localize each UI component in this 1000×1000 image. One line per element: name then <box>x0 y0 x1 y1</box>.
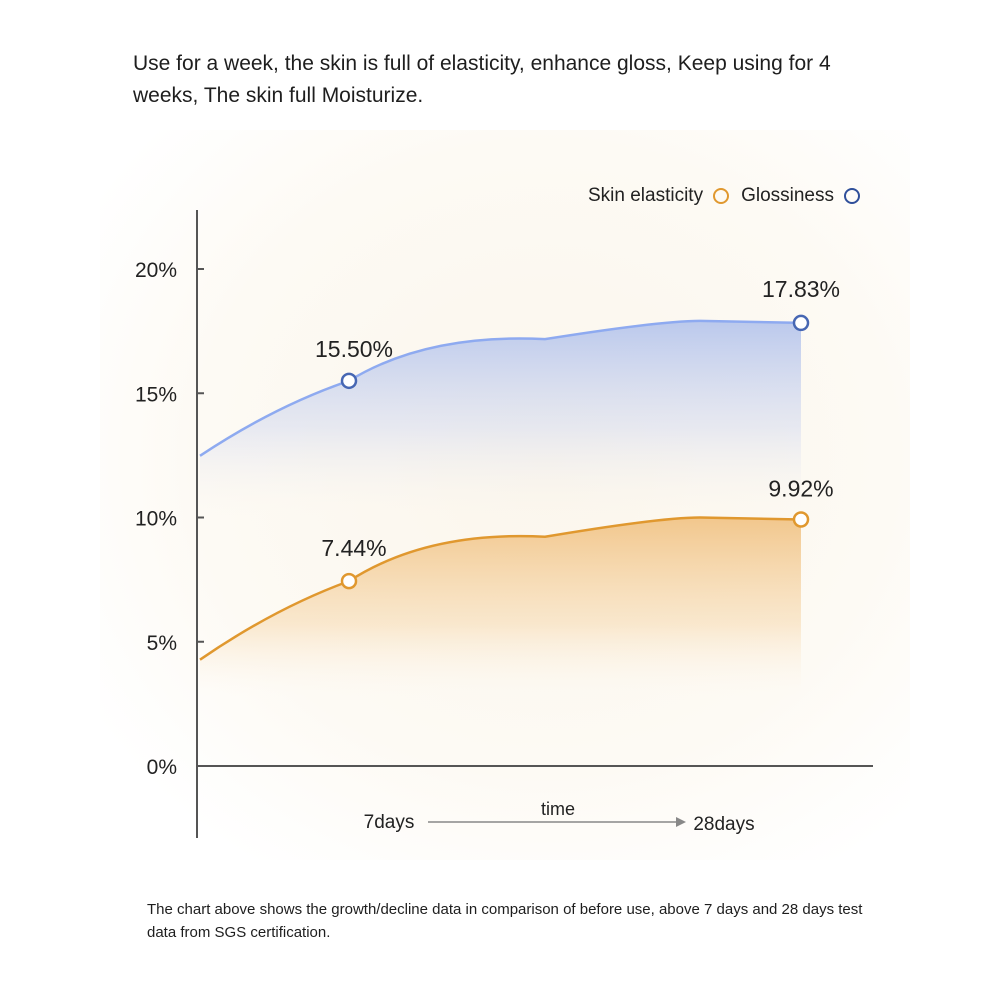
footnote-text: The chart above shows the growth/decline… <box>147 901 863 941</box>
area-glossiness <box>200 320 801 516</box>
data-label-glossiness-7days: 15.50% <box>315 336 393 362</box>
chart-legend: Skin elasticity Glossiness <box>588 185 860 207</box>
line-elasticity <box>199 516 802 661</box>
legend-marker-glossiness <box>844 188 860 204</box>
x-category-label-7days: 7days <box>364 812 415 833</box>
y-tick-label-20: 20% <box>135 259 177 282</box>
legend-marker-elasticity <box>713 188 730 204</box>
point-elasticity-7days <box>340 572 358 590</box>
point-glossiness-7days <box>340 372 358 390</box>
data-label-elasticity-7days: 7.44% <box>321 535 386 561</box>
x-axis-title: time <box>541 799 575 819</box>
data-label-glossiness-28days: 17.83% <box>762 276 840 302</box>
headline-text: Use for a week, the skin is full of elas… <box>133 52 831 107</box>
data-label-elasticity-28days: 9.92% <box>768 475 833 501</box>
point-glossiness-28days <box>792 314 810 332</box>
x-category-label-28days: 28days <box>693 814 754 835</box>
area-elasticity <box>200 517 801 696</box>
y-tick-label-15: 15% <box>135 383 177 406</box>
time-arrow-head <box>676 817 686 827</box>
point-elasticity-28days <box>792 511 810 528</box>
legend-label-glossiness: Glossiness <box>741 185 834 206</box>
legend-label-elasticity: Skin elasticity <box>587 185 704 206</box>
y-tick-label-10: 10% <box>135 508 177 531</box>
y-tick-label-0: 0% <box>147 756 177 779</box>
line-glossiness <box>199 319 802 457</box>
y-tick-label-5: 5% <box>147 632 177 655</box>
